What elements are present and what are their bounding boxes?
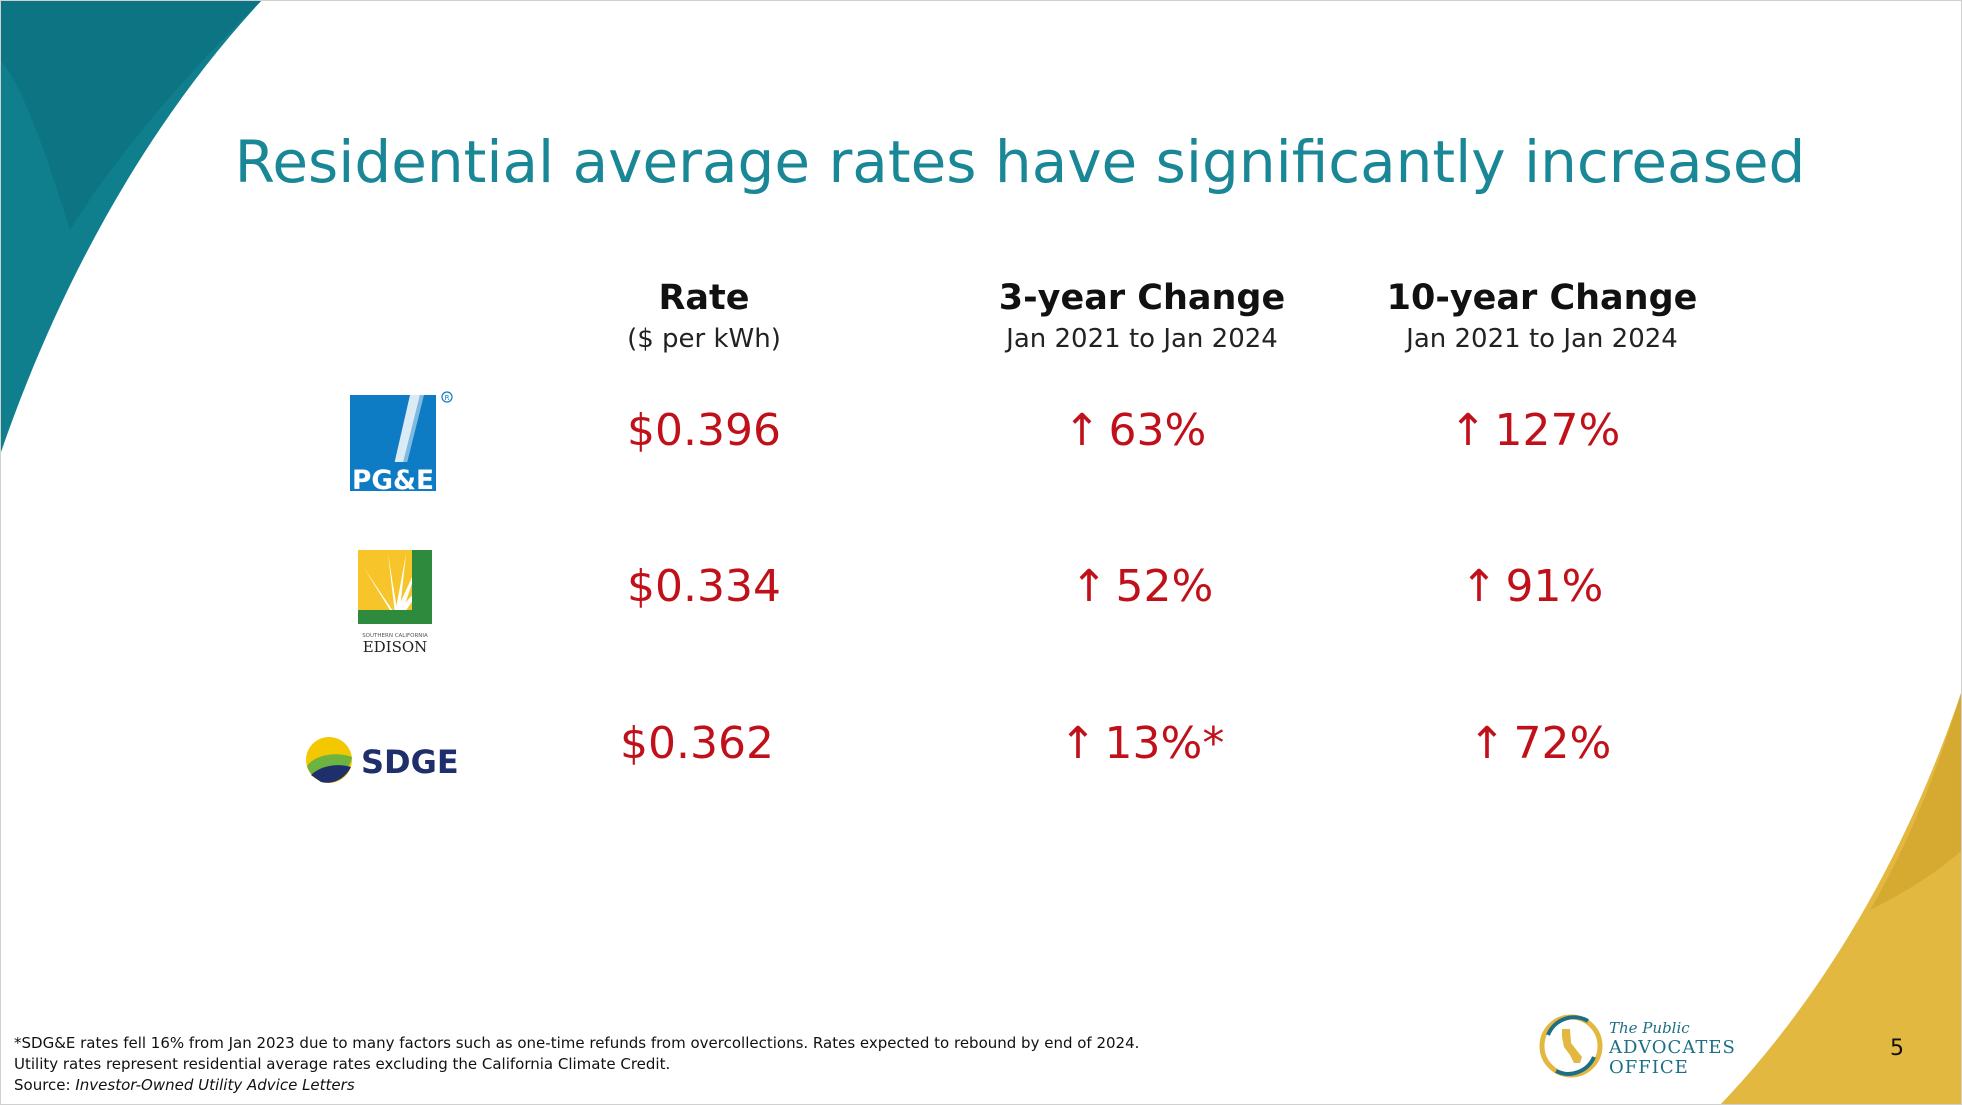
footnote: *SDG&E rates fell 16% from Jan 2023 due …: [14, 1033, 1139, 1096]
column-subheading: Jan 2021 to Jan 2024: [1006, 324, 1278, 354]
column-subheading: ($ per kWh): [627, 324, 781, 354]
edison-logo-text: EDISON: [363, 638, 428, 656]
pge-10-year-value: 127%: [1494, 405, 1621, 456]
sdge-rate: $0.362: [620, 718, 774, 769]
edison-3-year-value: 52%: [1115, 561, 1214, 612]
sdge-logo: SDGE: [305, 733, 477, 792]
sdge-10-year-change: ↑ 72%: [1330, 718, 1750, 769]
column-header-rate: Rate ($ per kWh): [494, 278, 914, 354]
sdge-logo-text: SDGE: [361, 743, 459, 781]
arrow-up-icon: ↑: [1059, 718, 1097, 769]
source-value: Investor-Owned Utility Advice Letters: [75, 1076, 355, 1094]
edison-logo: SOUTHERN CALIFORNIA EDISON: [354, 548, 438, 665]
source-line: Source: Investor-Owned Utility Advice Le…: [14, 1075, 1139, 1096]
org-logo-text: The Public ADVOCATES OFFICE: [1609, 1018, 1736, 1078]
source-label: Source:: [14, 1076, 76, 1094]
column-heading: 3-year Change: [998, 278, 1286, 318]
arrow-up-icon: ↑: [1460, 561, 1498, 612]
edison-10-year-change: ↑ 91%: [1322, 561, 1742, 612]
footnote-line: *SDG&E rates fell 16% from Jan 2023 due …: [14, 1034, 1140, 1052]
edison-10-year-value: 91%: [1505, 561, 1604, 612]
pge-3-year-change: ↑ 63%: [925, 405, 1345, 456]
page-title: Residential average rates have significa…: [234, 128, 1806, 196]
column-header-10-year-change: 10-year Change Jan 2021 to Jan 2024: [1332, 278, 1752, 354]
column-subheading: Jan 2021 to Jan 2024: [1406, 324, 1678, 354]
sdge-3-year-value: 13%*: [1104, 718, 1225, 769]
arrow-up-icon: ↑: [1449, 405, 1487, 456]
pge-logo-text: PG&E: [352, 465, 434, 494]
svg-text:R: R: [445, 394, 450, 402]
edison-rate: $0.334: [627, 561, 781, 612]
footnote-line: Utility rates represent residential aver…: [14, 1055, 671, 1073]
org-logo-line: OFFICE: [1609, 1057, 1689, 1078]
org-logo-line: ADVOCATES: [1609, 1037, 1736, 1058]
sdge-3-year-change: ↑ 13%*: [932, 718, 1352, 769]
california-seal-icon: [1539, 1014, 1603, 1078]
pge-logo: R PG&E: [350, 390, 456, 499]
column-heading: 10-year Change: [1386, 278, 1698, 318]
pge-rate: $0.396: [627, 405, 781, 456]
arrow-up-icon: ↑: [1063, 405, 1101, 456]
column-heading: Rate: [658, 278, 750, 318]
edison-3-year-change: ↑ 52%: [932, 561, 1352, 612]
column-header-3-year-change: 3-year Change Jan 2021 to Jan 2024: [932, 278, 1352, 354]
arrow-up-icon: ↑: [1468, 718, 1506, 769]
page-number: 5: [1890, 1036, 1904, 1061]
arrow-up-icon: ↑: [1070, 561, 1108, 612]
edison-logo-subtext: SOUTHERN CALIFORNIA: [362, 633, 428, 639]
org-logo-line: The Public: [1609, 1019, 1690, 1037]
sdge-10-year-value: 72%: [1513, 718, 1612, 769]
pge-10-year-change: ↑ 127%: [1325, 405, 1745, 456]
pge-3-year-value: 63%: [1108, 405, 1207, 456]
gold-corner-shape: [1720, 690, 1962, 1105]
